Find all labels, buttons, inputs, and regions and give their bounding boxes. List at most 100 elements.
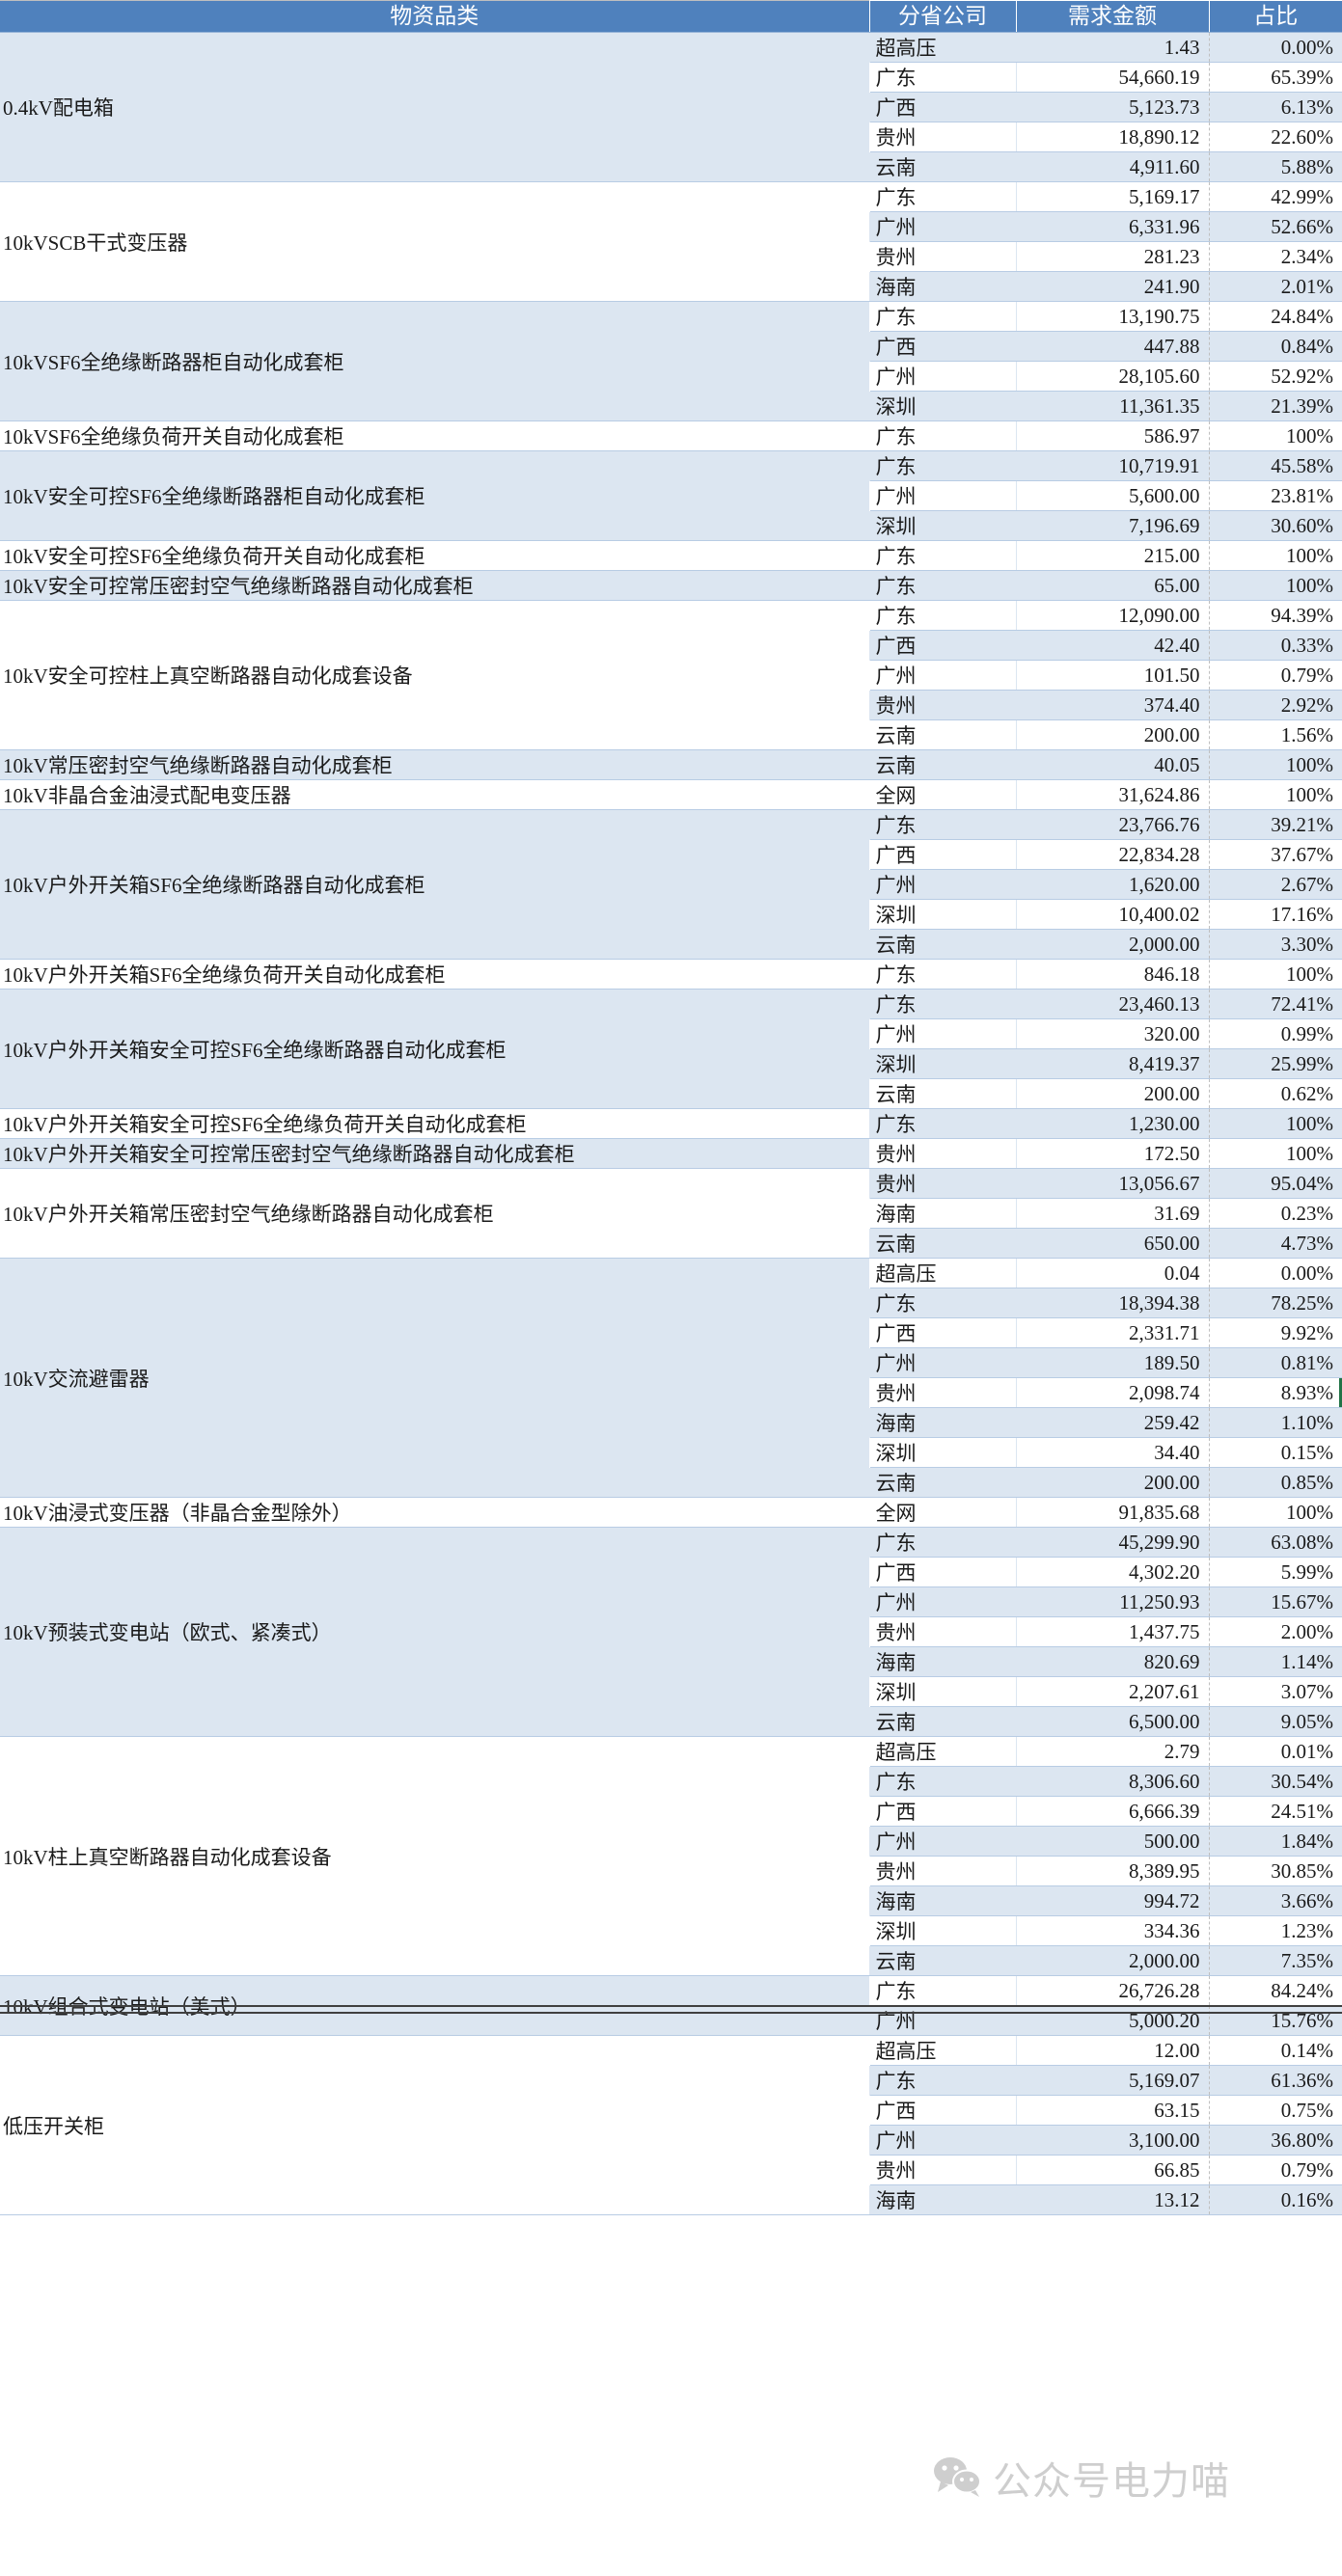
table-row[interactable]: 云南 200.00 1.56%	[0, 719, 1342, 750]
table-row[interactable]: 10kVSF6全绝缘断路器柜自动化成套柜 广东 13,190.75 24.84%	[0, 301, 1342, 421]
cell-amount[interactable]: 1,230.00	[1016, 1108, 1210, 1139]
cell-share[interactable]: 0.99%	[1209, 1018, 1342, 1049]
cell-share[interactable]: 0.23%	[1209, 1198, 1342, 1229]
table-row[interactable]: 10kV户外开关箱常压密封空气绝缘断路器自动化成套柜 贵州 13,056.67 95.…	[0, 1168, 1342, 1259]
cell-category[interactable]: 10kV安全可控SF6全绝缘负荷开关自动化成套柜	[0, 540, 869, 571]
cell-province[interactable]: 超高压	[869, 2035, 1017, 2066]
table-row[interactable]: 10kV柱上真空断路器自动化成套设备 超高压 2.79 0.01%	[0, 1736, 1342, 1976]
cell-share[interactable]: 0.75%	[1209, 2095, 1342, 2126]
cell-share[interactable]: 0.79%	[1209, 660, 1342, 691]
table-row[interactable]: 深圳 2,207.61 3.07%	[0, 1676, 1342, 1707]
table-row[interactable]: 10kV常压密封空气绝缘断路器自动化成套柜 云南 40.05 100%	[0, 749, 1342, 780]
table-row[interactable]: 10kV户外开关箱SF6全绝缘负荷开关自动化成套柜 广东 846.18 100%	[0, 959, 1342, 990]
cell-share[interactable]: 2.34%	[1209, 241, 1342, 272]
cell-share[interactable]: 30.54%	[1209, 1766, 1342, 1797]
table-row[interactable]: 海南 13.12 0.16%	[0, 2184, 1342, 2215]
cell-amount[interactable]: 12,090.00	[1016, 600, 1210, 631]
cell-amount[interactable]: 6,666.39	[1016, 1796, 1210, 1827]
cell-share[interactable]: 0.79%	[1209, 2155, 1342, 2185]
cell-amount[interactable]: 8,419.37	[1016, 1048, 1210, 1079]
column-header-share[interactable]: 占比	[1209, 0, 1342, 33]
cell-share[interactable]: 7.35%	[1209, 1945, 1342, 1976]
cell-province[interactable]: 广州	[869, 1018, 1017, 1049]
table-row[interactable]: 深圳 34.40 0.15%	[0, 1437, 1342, 1468]
cell-share[interactable]: 2.67%	[1209, 869, 1342, 900]
cell-amount[interactable]: 172.50	[1016, 1138, 1210, 1169]
cell-category[interactable]: 10kV户外开关箱常压密封空气绝缘断路器自动化成套柜	[0, 1168, 869, 1259]
table-row[interactable]: 贵州 66.85 0.79%	[0, 2155, 1342, 2185]
cell-share[interactable]: 0.15%	[1209, 1437, 1342, 1468]
cell-province[interactable]: 贵州	[869, 1168, 1017, 1199]
cell-share[interactable]: 0.62%	[1209, 1078, 1342, 1109]
table-row[interactable]: 10kV安全可控柱上真空断路器自动化成套设备 广东 12,090.00 94.39%	[0, 600, 1342, 750]
cell-province[interactable]: 广东	[869, 600, 1017, 631]
cell-province[interactable]: 广东	[869, 450, 1017, 481]
cell-share[interactable]: 24.51%	[1209, 1796, 1342, 1827]
table-row[interactable]: 云南 2,000.00 7.35%	[0, 1945, 1342, 1976]
cell-province[interactable]: 广东	[869, 1766, 1017, 1797]
cell-category[interactable]: 10kVSCB干式变压器	[0, 181, 869, 302]
cell-province[interactable]: 广州	[869, 480, 1017, 511]
cell-province[interactable]: 贵州	[869, 241, 1017, 272]
cell-category[interactable]: 10kV非晶合金油浸式配电变压器	[0, 779, 869, 810]
cell-amount[interactable]: 26,726.28	[1016, 1975, 1210, 2006]
cell-amount[interactable]: 23,460.13	[1016, 989, 1210, 1019]
cell-share[interactable]: 23.81%	[1209, 480, 1342, 511]
cell-category[interactable]: 10kV预装式变电站（欧式、紧凑式）	[0, 1527, 869, 1737]
table-row[interactable]: 广州 1,620.00 2.67%	[0, 869, 1342, 900]
cell-share[interactable]: 30.60%	[1209, 510, 1342, 541]
table-row[interactable]: 云南 4,911.60 5.88%	[0, 151, 1342, 182]
cell-amount[interactable]: 42.40	[1016, 630, 1210, 661]
cell-amount[interactable]: 846.18	[1016, 959, 1210, 990]
cell-province[interactable]: 贵州	[869, 1377, 1017, 1408]
cell-share[interactable]: 0.00%	[1209, 1258, 1342, 1288]
table-row[interactable]: 海南 31.69 0.23%	[0, 1198, 1342, 1229]
cell-amount[interactable]: 65.00	[1016, 570, 1210, 601]
cell-category[interactable]: 10kV交流避雷器	[0, 1258, 869, 1498]
cell-share[interactable]: 100%	[1209, 1497, 1342, 1528]
cell-amount[interactable]: 241.90	[1016, 271, 1210, 302]
table-row[interactable]: 广西 22,834.28 37.67%	[0, 839, 1342, 870]
cell-amount[interactable]: 189.50	[1016, 1347, 1210, 1378]
table-row[interactable]: 海南 241.90 2.01%	[0, 271, 1342, 302]
cell-province[interactable]: 贵州	[869, 1138, 1017, 1169]
table-row[interactable]: 10kV安全可控SF6全绝缘断路器柜自动化成套柜 广东 10,719.91 45.58…	[0, 450, 1342, 541]
cell-amount[interactable]: 10,400.02	[1016, 899, 1210, 930]
cell-share[interactable]: 8.93%	[1209, 1377, 1342, 1408]
cell-share[interactable]: 94.39%	[1209, 600, 1342, 631]
cell-share[interactable]: 30.85%	[1209, 1856, 1342, 1886]
cell-share[interactable]: 2.00%	[1209, 1616, 1342, 1647]
cell-share[interactable]: 72.41%	[1209, 989, 1342, 1019]
cell-amount[interactable]: 200.00	[1016, 1467, 1210, 1498]
table-row[interactable]: 贵州 2,098.74 8.93%	[0, 1377, 1342, 1408]
table-row[interactable]: 海南 994.72 3.66%	[0, 1885, 1342, 1916]
cell-province[interactable]: 深圳	[869, 1915, 1017, 1946]
table-row[interactable]: 深圳 8,419.37 25.99%	[0, 1048, 1342, 1079]
cell-share[interactable]: 36.80%	[1209, 2125, 1342, 2156]
cell-amount[interactable]: 18,890.12	[1016, 122, 1210, 152]
cell-province[interactable]: 深圳	[869, 391, 1017, 421]
cell-amount[interactable]: 2,000.00	[1016, 929, 1210, 960]
cell-amount[interactable]: 54,660.19	[1016, 62, 1210, 93]
cell-amount[interactable]: 200.00	[1016, 719, 1210, 750]
cell-share[interactable]: 84.24%	[1209, 1975, 1342, 2006]
table-row[interactable]: 广州 11,250.93 15.67%	[0, 1586, 1342, 1617]
cell-province[interactable]: 广州	[869, 869, 1017, 900]
cell-amount[interactable]: 5,000.20	[1016, 2005, 1210, 2036]
table-row[interactable]: 广州 5,000.20 15.76%	[0, 2005, 1342, 2036]
cell-province[interactable]: 广东	[869, 2065, 1017, 2096]
table-row[interactable]: 云南 650.00 4.73%	[0, 1228, 1342, 1259]
cell-province[interactable]: 广州	[869, 660, 1017, 691]
cell-share[interactable]: 0.81%	[1209, 1347, 1342, 1378]
column-header-category[interactable]: 物资品类	[0, 0, 870, 33]
column-header-province[interactable]: 分省公司	[869, 0, 1017, 33]
table-row[interactable]: 10kV预装式变电站（欧式、紧凑式） 广东 45,299.90 63.08%	[0, 1527, 1342, 1737]
cell-province[interactable]: 云南	[869, 1228, 1017, 1259]
table-row[interactable]: 广东 18,394.38 78.25%	[0, 1288, 1342, 1318]
cell-province[interactable]: 广西	[869, 630, 1017, 661]
cell-province[interactable]: 广东	[869, 540, 1017, 571]
cell-province[interactable]: 云南	[869, 1945, 1017, 1976]
cell-province[interactable]: 贵州	[869, 2155, 1017, 2185]
cell-amount[interactable]: 10,719.91	[1016, 450, 1210, 481]
cell-amount[interactable]: 34.40	[1016, 1437, 1210, 1468]
